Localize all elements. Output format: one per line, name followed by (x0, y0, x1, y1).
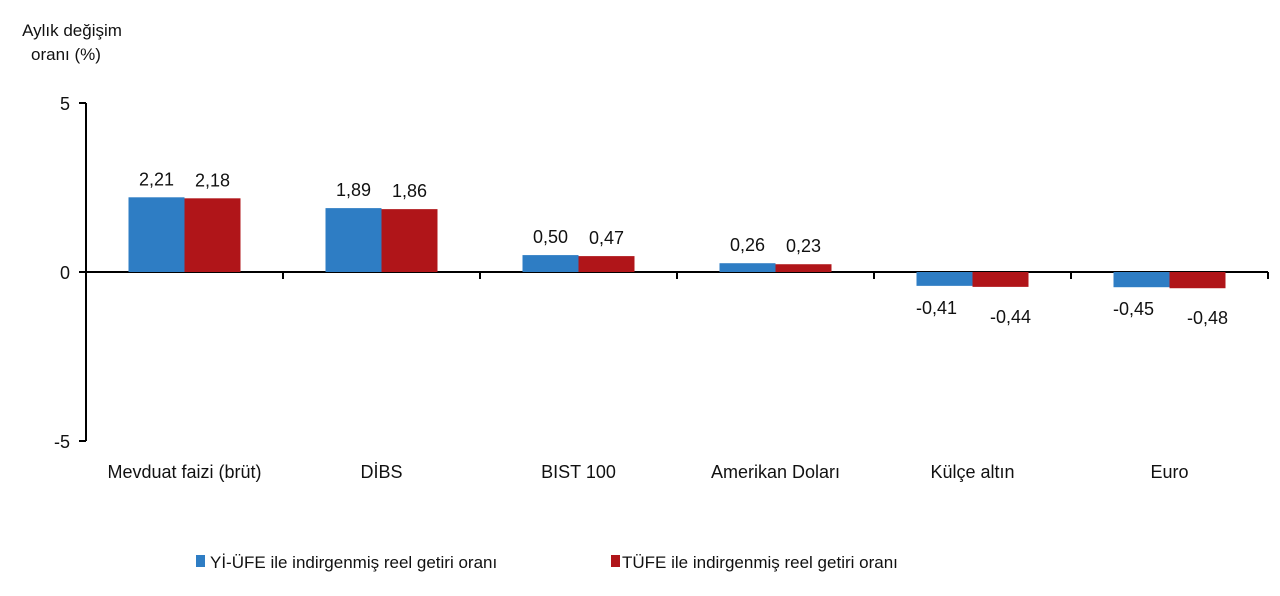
bar-yiufe (719, 263, 776, 272)
x-tick-label: Amerikan Doları (711, 462, 840, 482)
legend: Yİ-ÜFE ile indirgenmiş reel getiri oranı… (196, 553, 898, 572)
legend-swatch-yiufe (196, 555, 205, 567)
x-tick-label: Mevduat faizi (brüt) (107, 462, 261, 482)
y-axis-label-line2: oranı (%) (31, 45, 101, 64)
bar-yiufe (916, 272, 973, 286)
data-label: 0,47 (589, 228, 624, 248)
bar-tufe (775, 264, 832, 272)
bar-yiufe (1113, 272, 1170, 288)
data-label: -0,45 (1113, 299, 1154, 319)
x-tick-label: Külçe altın (930, 462, 1014, 482)
bar-yiufe (522, 255, 579, 272)
y-tick-label: 5 (60, 94, 70, 114)
y-axis-label-line1: Aylık değişim (22, 21, 122, 40)
bar-tufe (184, 198, 241, 272)
bar-yiufe (128, 197, 185, 272)
data-label: 0,23 (786, 236, 821, 256)
x-tick-label: DİBS (360, 462, 402, 482)
data-label: -0,41 (916, 298, 957, 318)
legend-label-yiufe: Yİ-ÜFE ile indirgenmiş reel getiri oranı (210, 553, 497, 572)
x-tick-label: BIST 100 (541, 462, 616, 482)
data-label: -0,48 (1187, 308, 1228, 328)
bar-tufe (381, 209, 438, 272)
y-tick-label: -5 (54, 432, 70, 452)
data-label: 2,18 (195, 170, 230, 190)
data-label: 1,89 (336, 180, 371, 200)
bar-yiufe (325, 208, 382, 272)
legend-label-tufe: TÜFE ile indirgenmiş reel getiri oranı (622, 553, 898, 572)
bar-tufe (972, 272, 1029, 287)
data-label: 2,21 (139, 169, 174, 189)
y-tick-label: 0 (60, 263, 70, 283)
x-tick-label: Euro (1150, 462, 1188, 482)
bar-tufe (1169, 272, 1226, 289)
legend-swatch-tufe (611, 555, 620, 567)
data-label: 0,26 (730, 235, 765, 255)
bar-tufe (578, 256, 635, 272)
data-label: 0,50 (533, 227, 568, 247)
data-label: 1,86 (392, 181, 427, 201)
data-label: -0,44 (990, 307, 1031, 327)
